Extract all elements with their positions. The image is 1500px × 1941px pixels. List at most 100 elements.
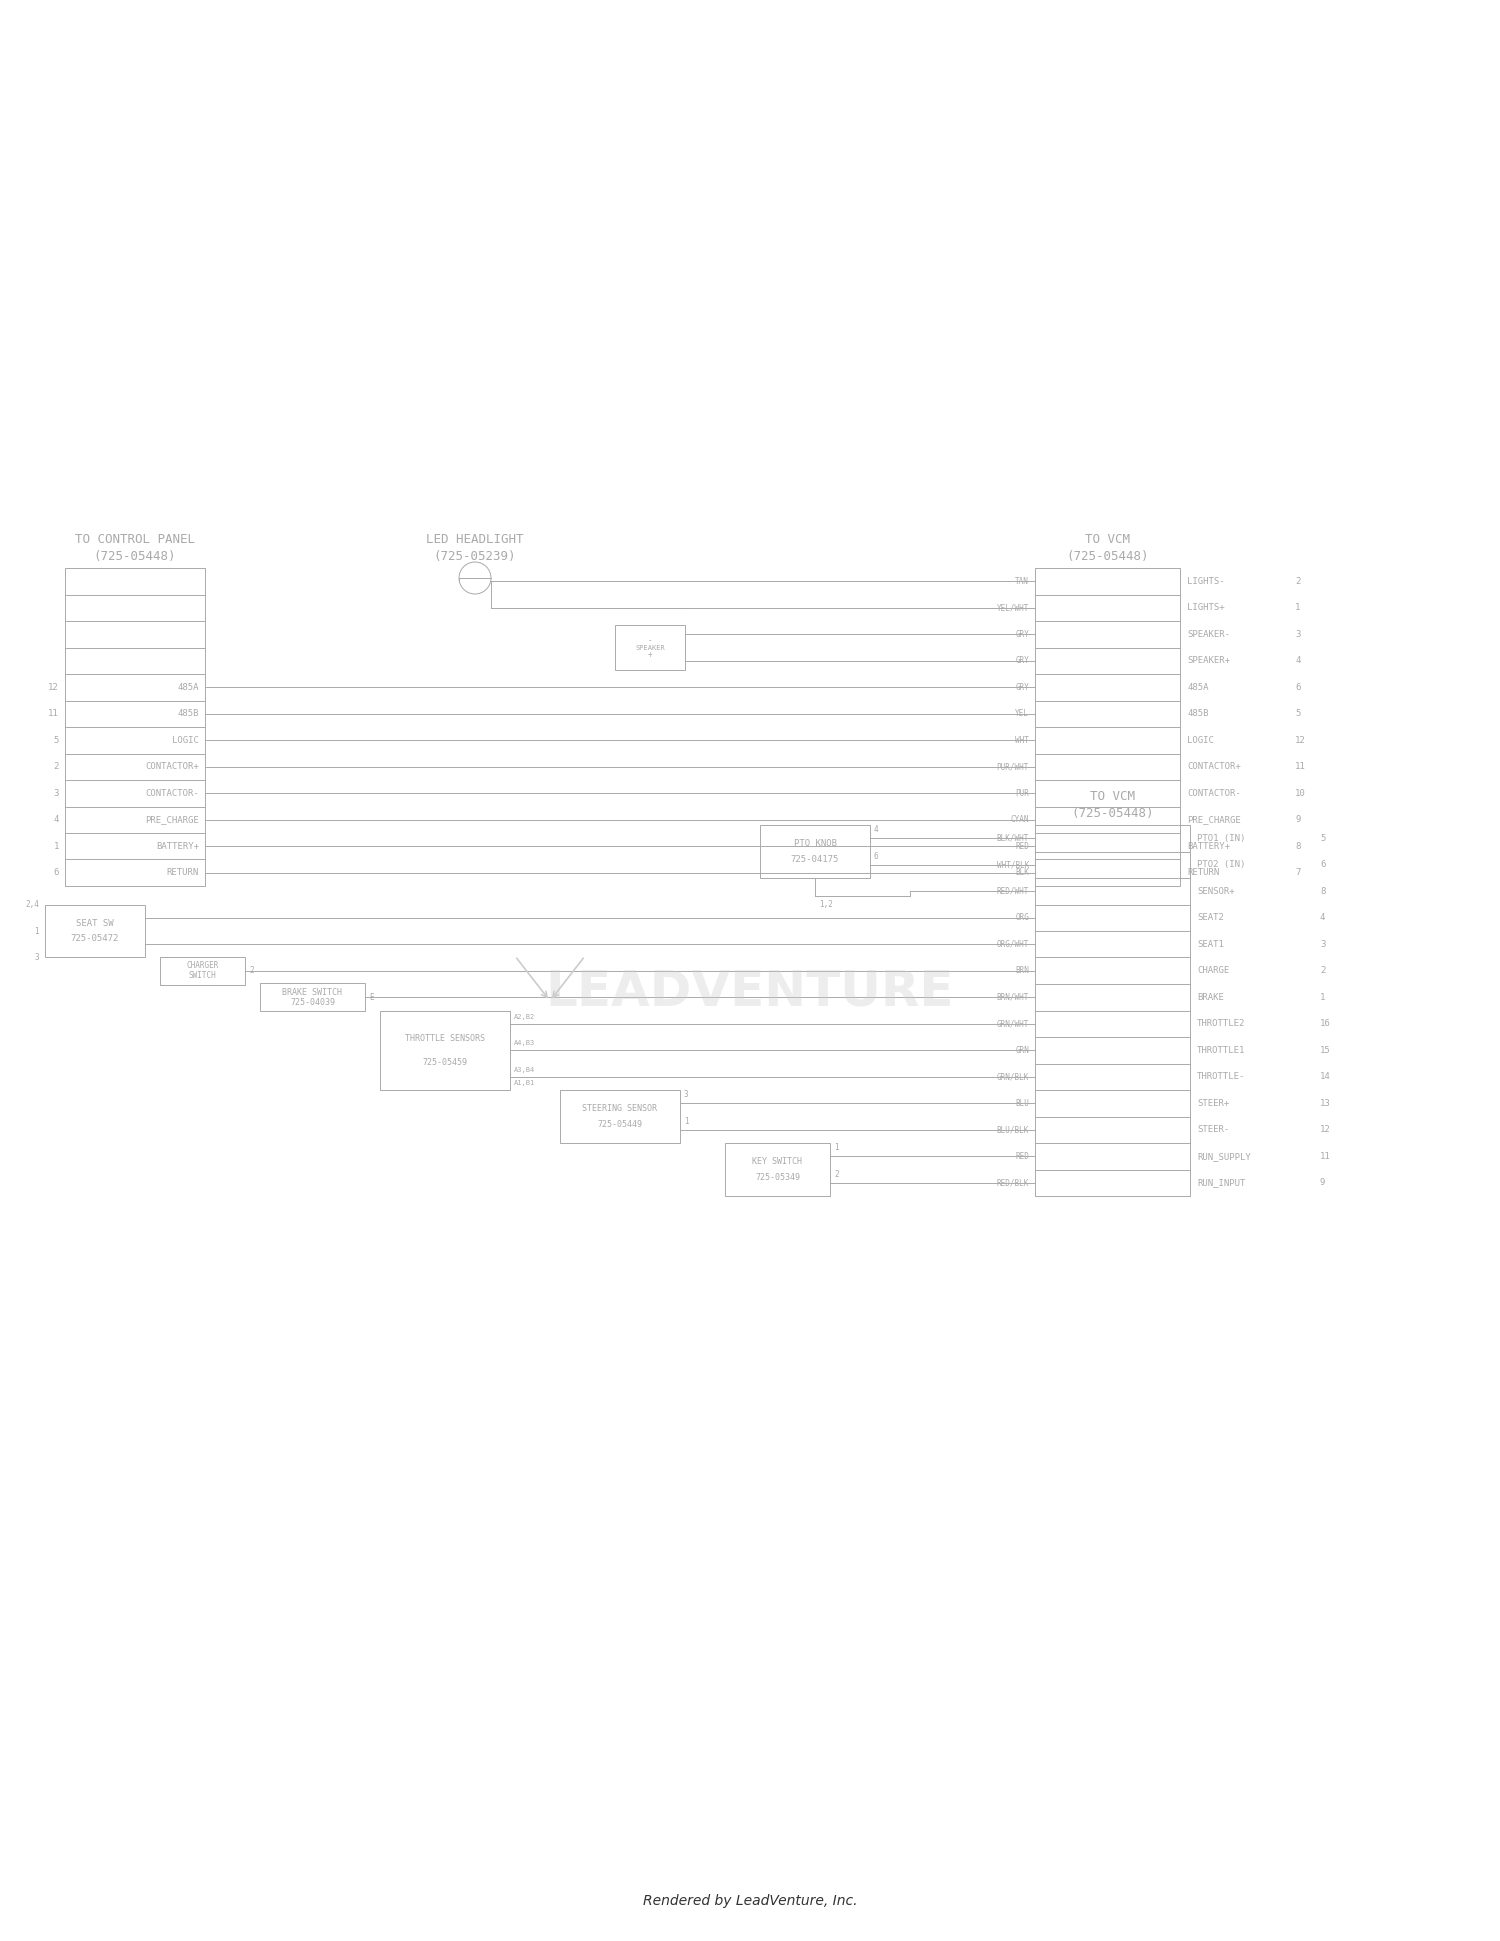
- Text: SEAT2: SEAT2: [1197, 914, 1224, 922]
- Text: 3: 3: [34, 953, 39, 961]
- Text: 1,2: 1,2: [819, 901, 833, 908]
- Text: 1: 1: [34, 926, 39, 936]
- Text: 725-04039: 725-04039: [290, 998, 334, 1007]
- Text: LIGHTS-: LIGHTS-: [1186, 576, 1224, 586]
- Text: GRY: GRY: [1016, 683, 1029, 691]
- Text: 2,4: 2,4: [26, 901, 39, 908]
- Text: 3: 3: [684, 1091, 688, 1099]
- Text: CONTACTOR+: CONTACTOR+: [146, 763, 200, 771]
- Text: LEADVENTURE: LEADVENTURE: [546, 967, 954, 1015]
- Text: YEL/WHT: YEL/WHT: [996, 604, 1029, 611]
- Text: BLU: BLU: [1016, 1099, 1029, 1108]
- Text: 5: 5: [54, 736, 58, 745]
- Text: 12: 12: [1320, 1126, 1330, 1134]
- Text: A1,B1: A1,B1: [514, 1079, 535, 1085]
- Text: RUN_SUPPLY: RUN_SUPPLY: [1197, 1151, 1251, 1161]
- Text: SWITCH: SWITCH: [189, 970, 216, 980]
- Text: 6: 6: [1294, 683, 1300, 691]
- Text: CONTACTOR-: CONTACTOR-: [146, 788, 200, 798]
- Text: RED/WHT: RED/WHT: [996, 887, 1029, 895]
- Text: A3,B4: A3,B4: [514, 1068, 535, 1073]
- Text: GRY: GRY: [1016, 629, 1029, 639]
- Text: 485B: 485B: [177, 708, 200, 718]
- Text: SPEAKER-: SPEAKER-: [1186, 629, 1230, 639]
- Text: 7: 7: [1294, 868, 1300, 877]
- Text: 12: 12: [48, 683, 58, 691]
- Text: THROTTLE-: THROTTLE-: [1197, 1071, 1245, 1081]
- Text: 9: 9: [1320, 1178, 1326, 1188]
- Text: 3: 3: [54, 788, 58, 798]
- Text: TO VCM: TO VCM: [1084, 534, 1130, 545]
- Text: CHARGE: CHARGE: [1197, 967, 1230, 974]
- Text: GRY: GRY: [1016, 656, 1029, 666]
- Text: 485B: 485B: [1186, 708, 1209, 718]
- Text: A4,B3: A4,B3: [514, 1040, 535, 1046]
- Text: RETURN: RETURN: [1186, 868, 1219, 877]
- Text: RED: RED: [1016, 1151, 1029, 1161]
- Text: CHARGER: CHARGER: [186, 961, 219, 970]
- Bar: [724, 1143, 830, 1196]
- Text: 4: 4: [1294, 656, 1300, 666]
- Text: WHT: WHT: [1016, 736, 1029, 745]
- Bar: [380, 1011, 510, 1089]
- Text: E: E: [369, 992, 374, 1002]
- Text: STEER+: STEER+: [1197, 1099, 1230, 1108]
- Text: 2: 2: [1294, 576, 1300, 586]
- Text: THROTTLE SENSORS: THROTTLE SENSORS: [405, 1035, 484, 1042]
- Text: (725-05448): (725-05448): [1071, 807, 1154, 819]
- Text: SEAT1: SEAT1: [1197, 939, 1224, 949]
- Text: 5: 5: [1320, 835, 1326, 842]
- Text: 6: 6: [1320, 860, 1326, 870]
- Text: 1: 1: [1294, 604, 1300, 611]
- Text: WHT/BLK: WHT/BLK: [996, 860, 1029, 870]
- Text: BATTERY+: BATTERY+: [1186, 842, 1230, 850]
- Text: (725-05239): (725-05239): [433, 549, 516, 563]
- Text: CYAN: CYAN: [1011, 815, 1029, 825]
- Text: 725-05459: 725-05459: [423, 1058, 468, 1068]
- Text: 1: 1: [834, 1143, 839, 1153]
- Text: 6: 6: [874, 852, 879, 860]
- Text: BRAKE: BRAKE: [1197, 992, 1224, 1002]
- Text: 725-04175: 725-04175: [790, 854, 838, 864]
- Text: 8: 8: [1320, 887, 1326, 895]
- Text: GRN/WHT: GRN/WHT: [996, 1019, 1029, 1029]
- Text: 8: 8: [1294, 842, 1300, 850]
- Text: 11: 11: [1294, 763, 1305, 771]
- Bar: [160, 957, 244, 984]
- Text: 2: 2: [249, 967, 254, 974]
- Text: 3: 3: [1320, 939, 1326, 949]
- Text: SPEAKER: SPEAKER: [634, 644, 664, 650]
- Text: 6: 6: [54, 868, 58, 877]
- Text: RETURN: RETURN: [166, 868, 200, 877]
- Text: TAN: TAN: [1016, 576, 1029, 586]
- Text: RED/BLK: RED/BLK: [996, 1178, 1029, 1188]
- Text: PRE_CHARGE: PRE_CHARGE: [1186, 815, 1240, 825]
- Text: 1: 1: [54, 842, 58, 850]
- Text: BRN: BRN: [1016, 967, 1029, 974]
- Text: PTO2 (IN): PTO2 (IN): [1197, 860, 1245, 870]
- Text: CONTACTOR-: CONTACTOR-: [1186, 788, 1240, 798]
- Text: PUR: PUR: [1016, 788, 1029, 798]
- Bar: [260, 984, 364, 1011]
- Bar: [560, 1091, 680, 1143]
- Text: A2,B2: A2,B2: [514, 1013, 535, 1019]
- Text: PRE_CHARGE: PRE_CHARGE: [146, 815, 200, 825]
- Bar: [1035, 569, 1181, 885]
- Text: LOGIC: LOGIC: [1186, 736, 1214, 745]
- Text: Rendered by LeadVenture, Inc.: Rendered by LeadVenture, Inc.: [642, 1894, 858, 1908]
- Text: (725-05448): (725-05448): [1066, 549, 1149, 563]
- Text: RUN_INPUT: RUN_INPUT: [1197, 1178, 1245, 1188]
- Bar: [615, 625, 686, 670]
- Text: 1: 1: [684, 1116, 688, 1126]
- Text: ORG: ORG: [1016, 914, 1029, 922]
- Text: LOGIC: LOGIC: [172, 736, 200, 745]
- Text: ORG/WHT: ORG/WHT: [996, 939, 1029, 949]
- Text: 10: 10: [1294, 788, 1305, 798]
- Text: PUR/WHT: PUR/WHT: [996, 763, 1029, 771]
- Text: TO CONTROL PANEL: TO CONTROL PANEL: [75, 534, 195, 545]
- Bar: [1035, 825, 1190, 1196]
- Text: PTO KNOB: PTO KNOB: [794, 839, 837, 848]
- Text: LIGHTS+: LIGHTS+: [1186, 604, 1224, 611]
- Text: -: -: [648, 637, 652, 644]
- Text: 485A: 485A: [177, 683, 200, 691]
